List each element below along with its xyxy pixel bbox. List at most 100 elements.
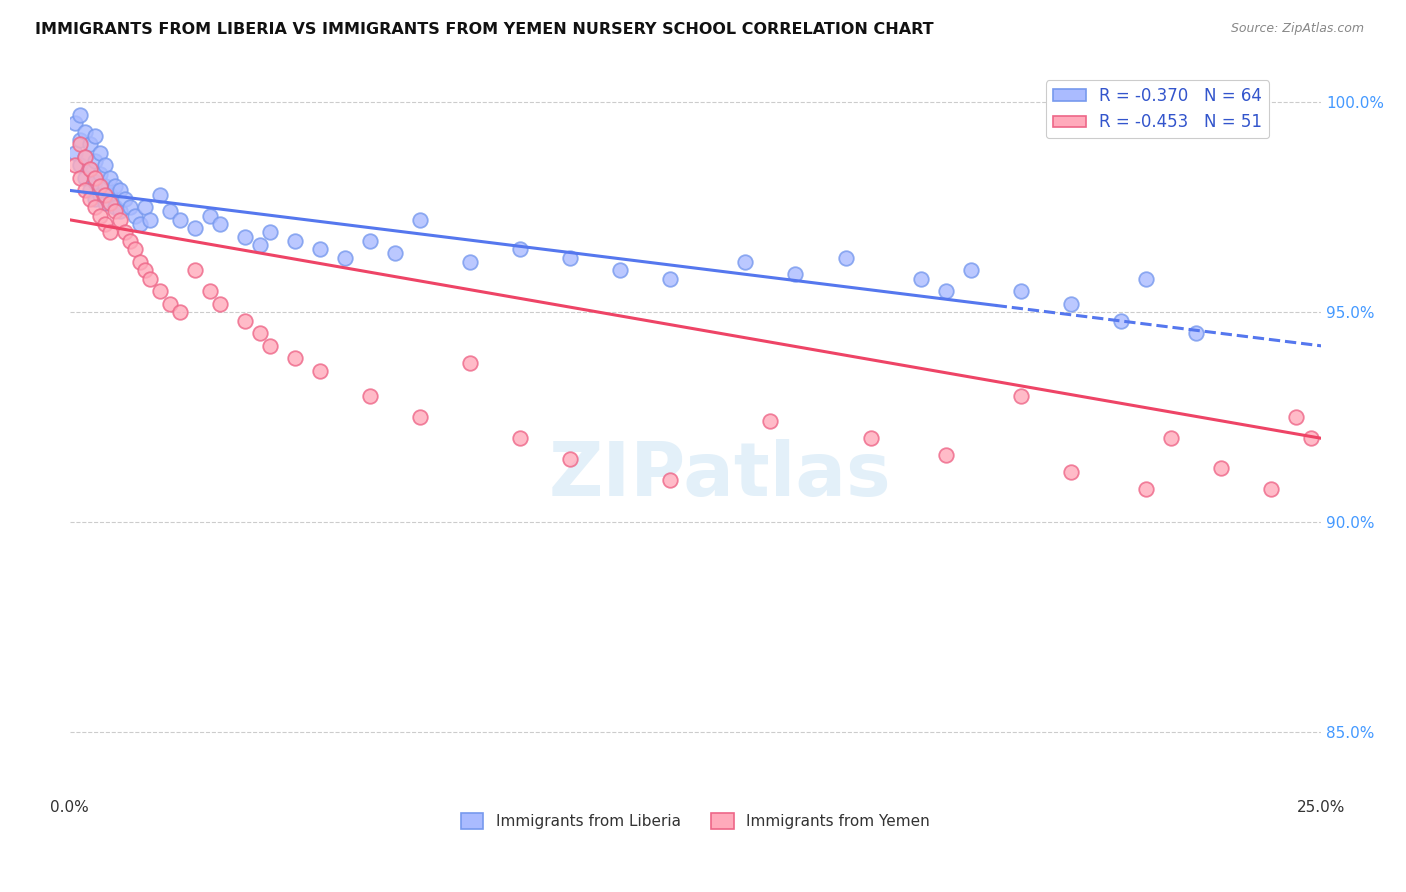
Point — [73, 124, 96, 138]
Point — [259, 339, 281, 353]
Point — [134, 263, 156, 277]
Point — [659, 271, 682, 285]
Point — [249, 238, 271, 252]
Point — [1060, 297, 1083, 311]
Point — [458, 356, 481, 370]
Point — [1010, 389, 1032, 403]
Point — [63, 158, 86, 172]
Point — [159, 204, 181, 219]
Point — [98, 170, 121, 185]
Point — [79, 137, 101, 152]
Point — [79, 183, 101, 197]
Point — [73, 150, 96, 164]
Point — [1010, 284, 1032, 298]
Point — [910, 271, 932, 285]
Point — [509, 431, 531, 445]
Point — [308, 364, 330, 378]
Point — [138, 271, 160, 285]
Text: Source: ZipAtlas.com: Source: ZipAtlas.com — [1230, 22, 1364, 36]
Point — [198, 209, 221, 223]
Point — [159, 297, 181, 311]
Point — [959, 263, 981, 277]
Point — [1109, 313, 1132, 327]
Legend: Immigrants from Liberia, Immigrants from Yemen: Immigrants from Liberia, Immigrants from… — [454, 806, 936, 835]
Point — [69, 158, 91, 172]
Point — [183, 263, 205, 277]
Point — [138, 212, 160, 227]
Point — [83, 192, 105, 206]
Point — [63, 116, 86, 130]
Point — [1285, 410, 1308, 425]
Point — [609, 263, 631, 277]
Point — [333, 251, 356, 265]
Point — [108, 204, 131, 219]
Point — [69, 137, 91, 152]
Point — [233, 313, 256, 327]
Point — [1209, 460, 1232, 475]
Point — [124, 242, 146, 256]
Point — [560, 251, 582, 265]
Point — [198, 284, 221, 298]
Point — [98, 187, 121, 202]
Point — [103, 179, 125, 194]
Point — [93, 187, 115, 202]
Point — [98, 196, 121, 211]
Point — [93, 158, 115, 172]
Point — [89, 187, 111, 202]
Point — [118, 234, 141, 248]
Point — [93, 179, 115, 194]
Point — [114, 226, 136, 240]
Point — [1060, 465, 1083, 479]
Point — [1160, 431, 1182, 445]
Point — [834, 251, 856, 265]
Point — [79, 162, 101, 177]
Point — [103, 204, 125, 219]
Point — [1135, 271, 1157, 285]
Point — [108, 183, 131, 197]
Point — [73, 183, 96, 197]
Point — [93, 196, 115, 211]
Point — [89, 209, 111, 223]
Point — [134, 200, 156, 214]
Point — [108, 212, 131, 227]
Point — [114, 192, 136, 206]
Point — [73, 170, 96, 185]
Point — [128, 254, 150, 268]
Point — [83, 170, 105, 185]
Point — [935, 448, 957, 462]
Point — [83, 153, 105, 168]
Point — [183, 221, 205, 235]
Point — [98, 226, 121, 240]
Point — [384, 246, 406, 260]
Point — [83, 175, 105, 189]
Point — [79, 192, 101, 206]
Point — [124, 209, 146, 223]
Point — [560, 452, 582, 467]
Point — [149, 187, 172, 202]
Point — [935, 284, 957, 298]
Point — [359, 234, 381, 248]
Point — [785, 268, 807, 282]
Point — [409, 212, 432, 227]
Point — [169, 305, 191, 319]
Point — [128, 217, 150, 231]
Point — [1301, 431, 1323, 445]
Text: IMMIGRANTS FROM LIBERIA VS IMMIGRANTS FROM YEMEN NURSERY SCHOOL CORRELATION CHAR: IMMIGRANTS FROM LIBERIA VS IMMIGRANTS FR… — [35, 22, 934, 37]
Point — [73, 150, 96, 164]
Point — [1185, 326, 1208, 341]
Text: ZIPatlas: ZIPatlas — [548, 439, 891, 512]
Point — [1135, 482, 1157, 496]
Point — [734, 254, 756, 268]
Point — [83, 200, 105, 214]
Point — [233, 229, 256, 244]
Point — [169, 212, 191, 227]
Point — [759, 414, 782, 428]
Point — [409, 410, 432, 425]
Point — [359, 389, 381, 403]
Point — [1260, 482, 1282, 496]
Point — [89, 179, 111, 194]
Point — [63, 145, 86, 160]
Point — [89, 167, 111, 181]
Point — [89, 145, 111, 160]
Point — [118, 200, 141, 214]
